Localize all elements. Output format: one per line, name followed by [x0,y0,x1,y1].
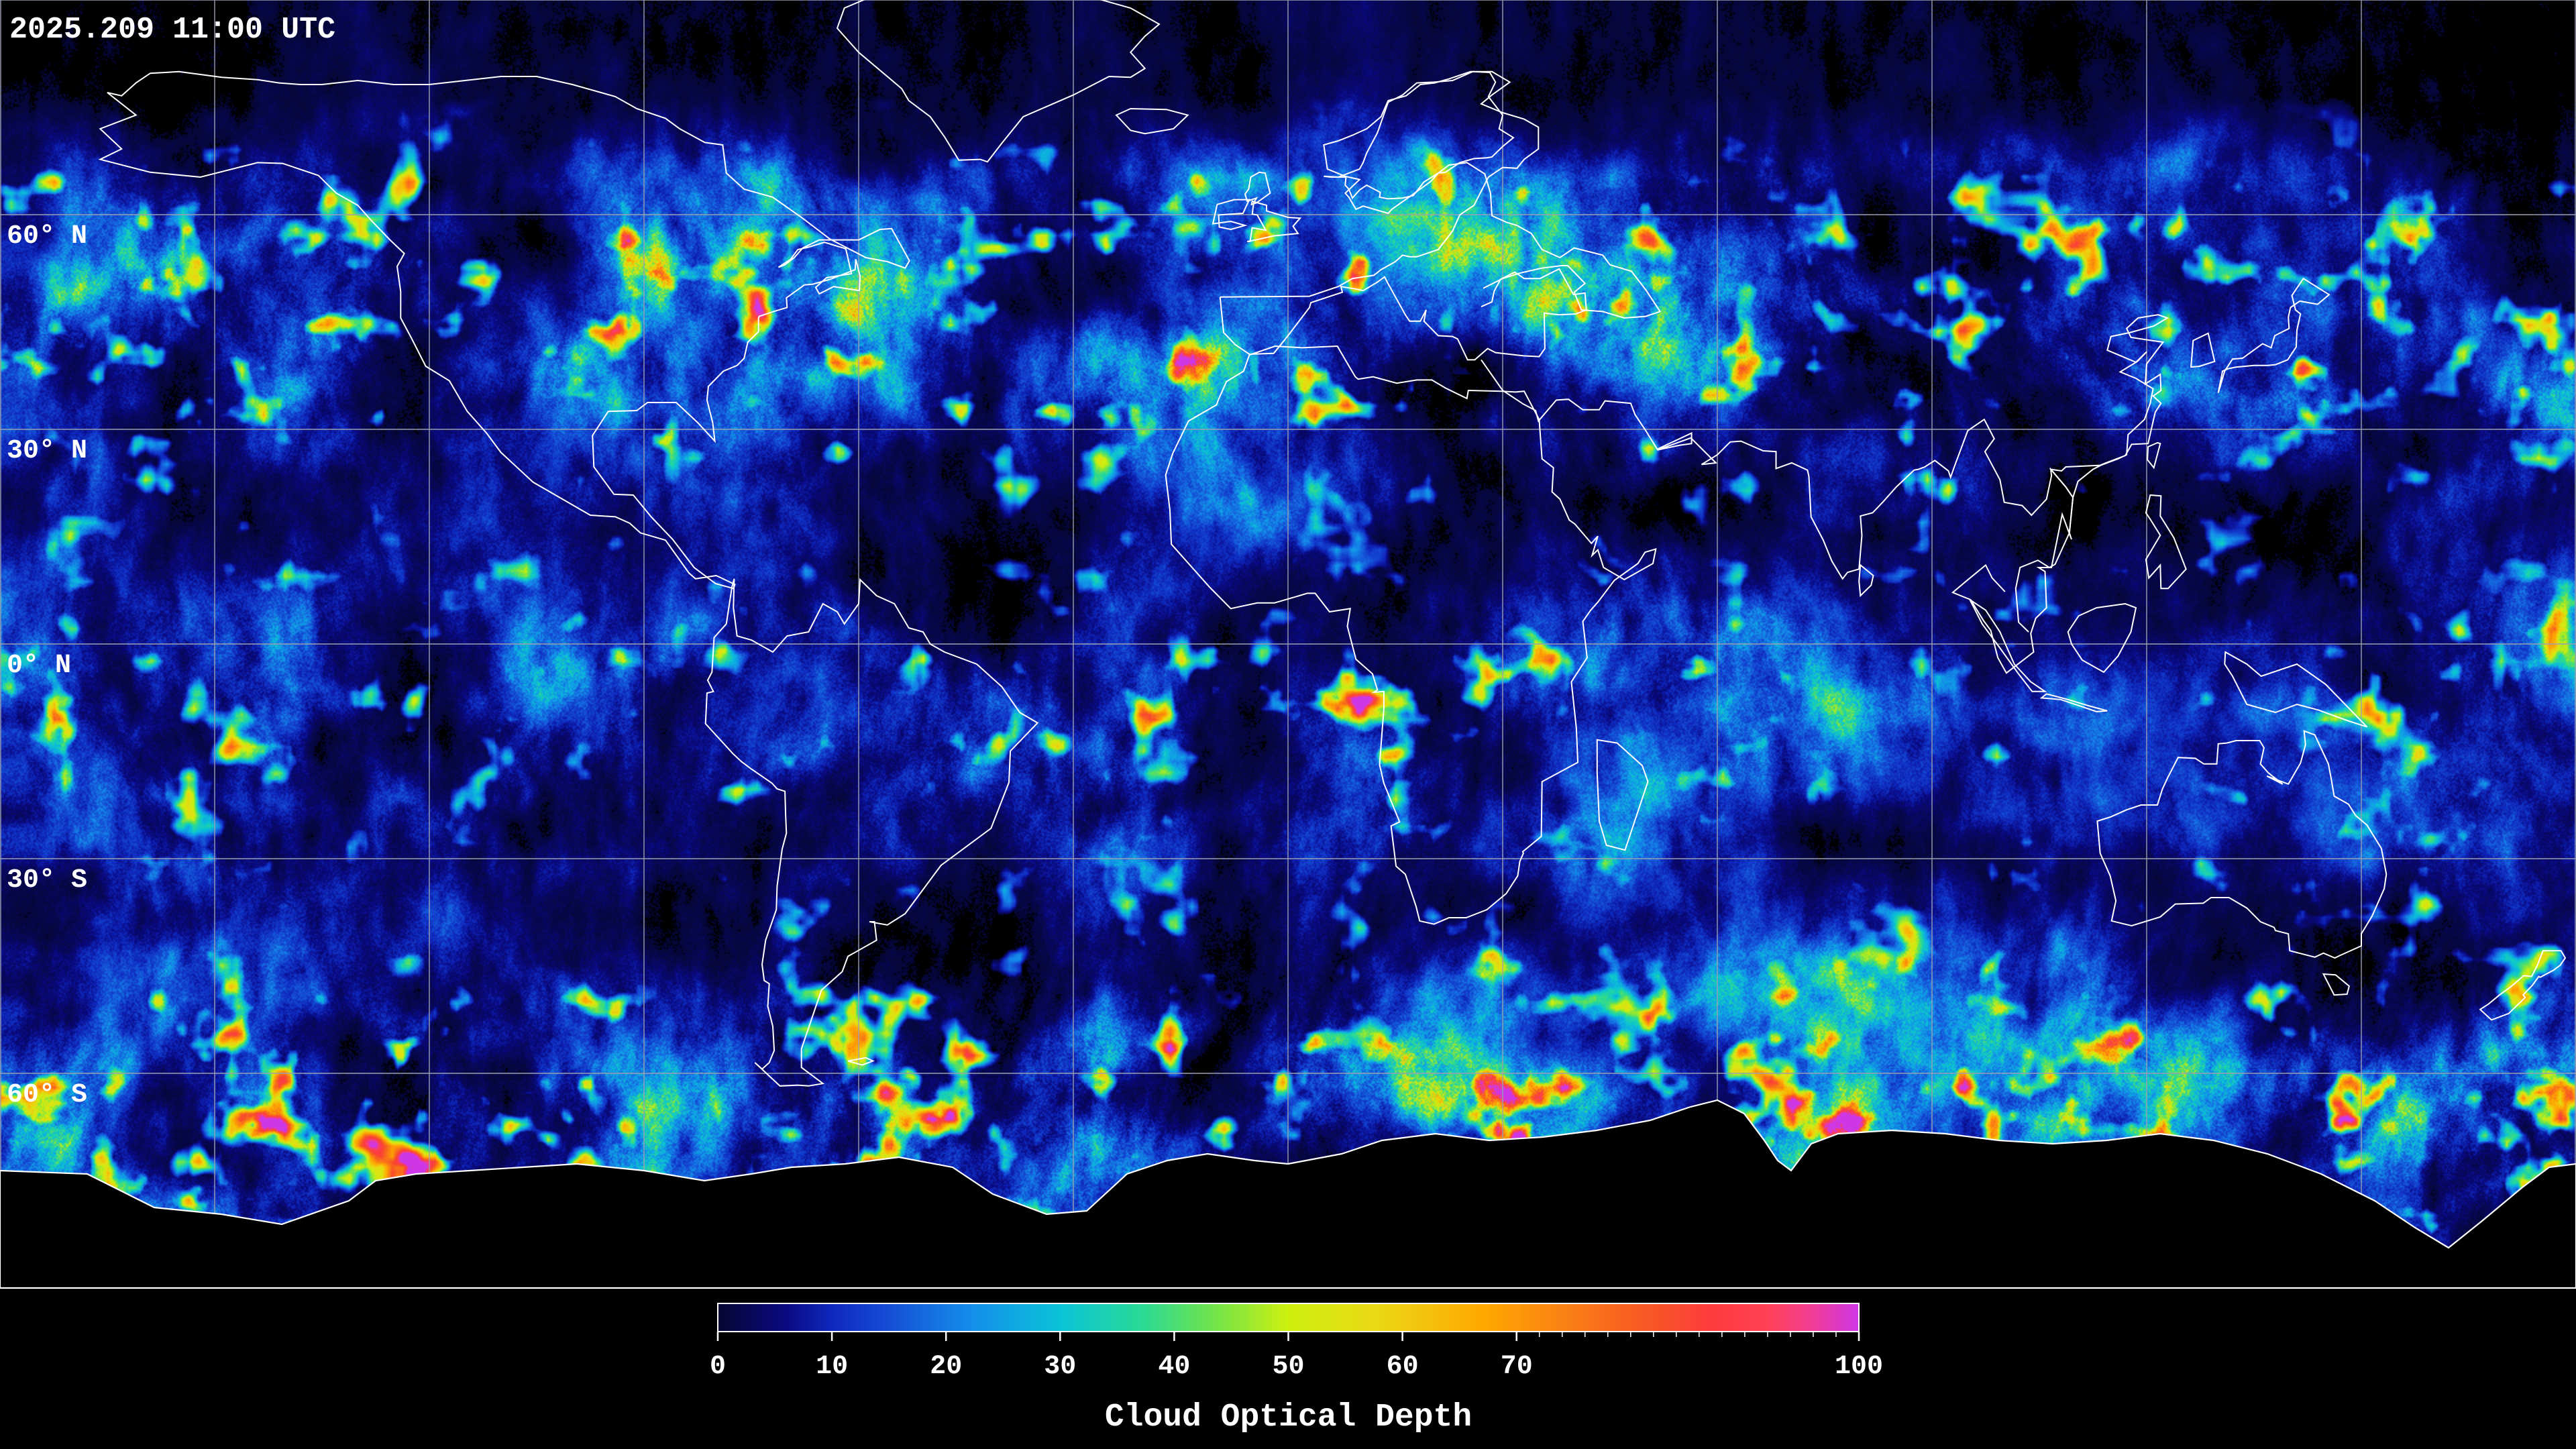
svg-text:10: 10 [816,1352,848,1382]
svg-text:0° N: 0° N [7,651,71,681]
svg-text:100: 100 [1835,1352,1883,1382]
svg-text:60° S: 60° S [7,1080,87,1110]
svg-text:30° S: 30° S [7,865,87,896]
svg-text:2025.209 11:00 UTC: 2025.209 11:00 UTC [9,13,335,47]
svg-text:0: 0 [710,1352,726,1382]
svg-text:60: 60 [1387,1352,1419,1382]
svg-text:50: 50 [1272,1352,1304,1382]
svg-text:Cloud Optical Depth: Cloud Optical Depth [1105,1399,1472,1436]
svg-text:30: 30 [1044,1352,1076,1382]
svg-text:70: 70 [1501,1352,1533,1382]
svg-text:30° N: 30° N [7,436,87,466]
svg-text:60° N: 60° N [7,221,87,252]
svg-text:20: 20 [930,1352,962,1382]
svg-text:40: 40 [1158,1352,1190,1382]
